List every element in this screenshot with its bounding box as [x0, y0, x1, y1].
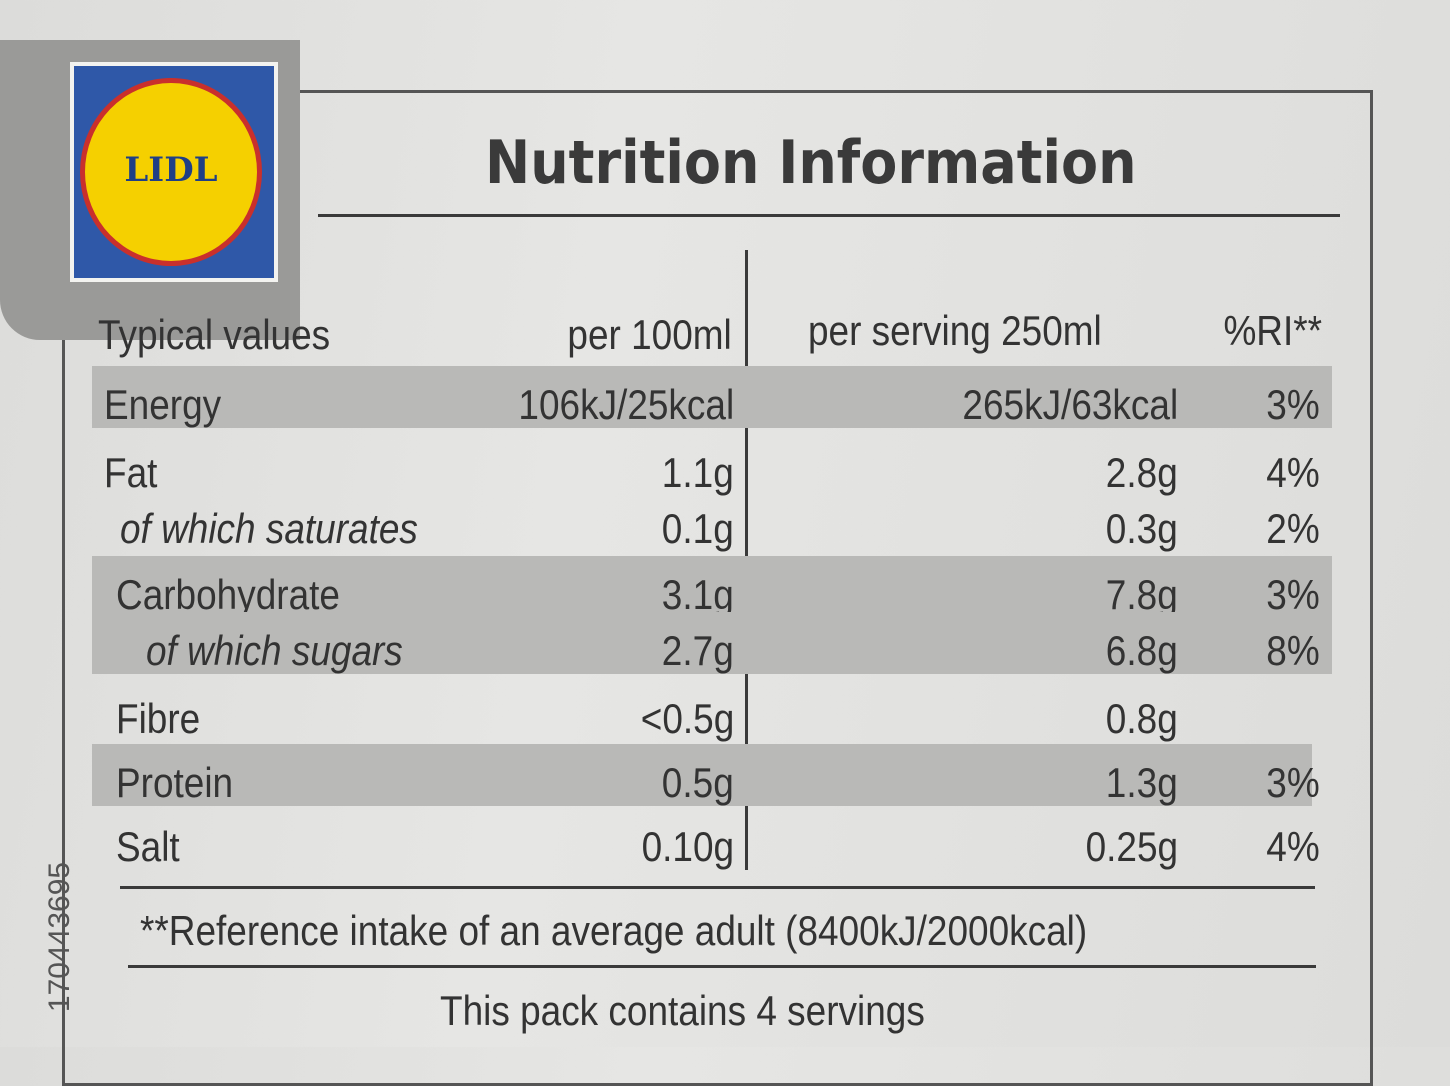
per-100ml: 0.5g [662, 759, 734, 806]
per-serving: 7.8g [1106, 571, 1178, 618]
per-serving: 0.8g [1106, 695, 1178, 742]
ri: 4% [1266, 823, 1320, 870]
row-shade [92, 744, 1312, 806]
footnote-rule [128, 965, 1316, 968]
per-100ml: 0.1g [662, 505, 734, 552]
ri: 3% [1266, 381, 1320, 428]
per-serving: 0.3g [1106, 505, 1178, 552]
per-serving: 0.25g [1085, 823, 1178, 870]
header-per-serving: per serving 250ml [808, 307, 1102, 354]
row-label: Carbohydrate [116, 571, 340, 618]
logo-text: LIDL [124, 150, 218, 190]
row-shade [92, 366, 1332, 428]
ri: 2% [1266, 505, 1320, 552]
row-label: Protein [116, 759, 234, 806]
row-label: Fat [104, 449, 158, 496]
servings: This pack contains 4 servings [440, 987, 925, 1034]
header-ri: %RI** [1223, 307, 1322, 354]
ri: 4% [1266, 449, 1320, 496]
row-label: Salt [116, 823, 180, 870]
title: Nutrition Information [485, 128, 1137, 198]
per-serving: 6.8g [1106, 627, 1178, 674]
row-shade [92, 612, 1332, 674]
header-typical: Typical values [98, 311, 331, 358]
product-code: 170443695 [43, 861, 76, 1013]
per-100ml: 2.7g [662, 627, 734, 674]
per-serving: 2.8g [1106, 449, 1178, 496]
per-100ml: 0.10g [641, 823, 734, 870]
per-100ml: 1.1g [662, 449, 734, 496]
ri: 3% [1266, 759, 1320, 806]
footnote: **Reference intake of an average adult (… [140, 907, 1088, 954]
per-100ml: 106kJ/25kcal [518, 381, 734, 428]
ri: 3% [1266, 571, 1320, 618]
per-serving: 265kJ/63kcal [962, 381, 1178, 428]
row-label: of which saturates [120, 505, 418, 552]
per-100ml: 3.1g [662, 571, 734, 618]
logo-circle [80, 78, 262, 266]
row-label: Energy [104, 381, 222, 428]
ri: 8% [1266, 627, 1320, 674]
row-label: Fibre [116, 695, 201, 742]
title-rule [318, 214, 1340, 217]
per-serving: 1.3g [1106, 759, 1178, 806]
row-label: of which sugars [146, 627, 403, 674]
table-bottom-rule [120, 886, 1315, 889]
header-per-100ml: per 100ml [567, 311, 732, 358]
per-100ml: <0.5g [640, 695, 734, 742]
